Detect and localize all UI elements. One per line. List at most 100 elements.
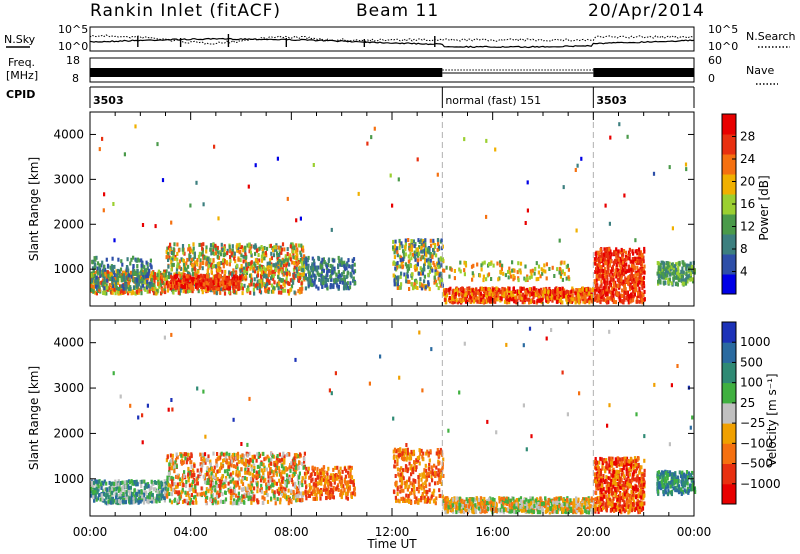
data-cell — [214, 279, 217, 284]
data-cell — [596, 263, 599, 268]
data-cell — [487, 272, 491, 277]
data-cell — [636, 251, 639, 256]
data-cell — [300, 281, 303, 286]
data-cell — [264, 250, 267, 255]
data-cell — [603, 257, 606, 262]
data-cell — [539, 274, 542, 279]
data-cell — [568, 298, 571, 303]
data-cell — [616, 278, 619, 282]
data-cell — [634, 238, 637, 243]
data-cell — [193, 266, 196, 271]
data-cell — [326, 273, 329, 278]
data-cell — [96, 261, 100, 266]
data-cell — [634, 249, 637, 254]
data-cell — [249, 261, 252, 266]
data-cell — [463, 272, 466, 277]
data-cell — [332, 283, 335, 287]
data-cell — [680, 274, 683, 279]
noise-panel — [89, 26, 695, 52]
data-cell — [605, 247, 608, 252]
data-cell — [347, 258, 350, 263]
data-cell — [286, 258, 289, 263]
y-tick-label: 3000 — [53, 172, 84, 186]
data-cell — [282, 263, 285, 268]
data-cell — [272, 248, 275, 253]
data-cell — [110, 482, 113, 487]
data-cell — [111, 499, 114, 504]
data-cell — [134, 124, 137, 129]
data-cell — [243, 245, 246, 250]
data-cell — [276, 156, 279, 161]
data-cell — [115, 482, 118, 487]
data-cell — [470, 264, 474, 269]
data-cell — [184, 281, 187, 286]
data-cell — [432, 248, 435, 252]
data-cell — [557, 294, 560, 299]
data-cell — [402, 249, 405, 254]
data-cell — [449, 286, 452, 291]
cpid-label: CPID — [6, 88, 35, 101]
data-cell — [554, 292, 557, 296]
data-cell — [181, 476, 184, 481]
data-cell — [201, 266, 204, 271]
data-cell — [207, 281, 210, 286]
data-cell — [451, 300, 454, 305]
data-cell — [622, 252, 625, 257]
data-cell — [603, 285, 606, 290]
data-cell — [135, 258, 138, 263]
data-cell — [530, 292, 533, 297]
data-cell — [418, 240, 421, 244]
data-cell — [638, 286, 641, 291]
data-cell — [398, 254, 402, 259]
data-cell — [138, 499, 141, 504]
data-cell — [157, 269, 160, 274]
data-cell — [521, 293, 524, 298]
data-cell — [600, 279, 603, 284]
data-cell — [432, 260, 435, 265]
data-cell — [145, 499, 149, 504]
data-cell — [494, 299, 497, 304]
data-cell — [190, 473, 193, 478]
data-cell — [204, 473, 207, 477]
data-cell — [219, 290, 222, 295]
data-cell — [295, 266, 298, 271]
data-cell — [119, 492, 122, 497]
nave-label: Nave — [746, 64, 774, 77]
data-cell — [136, 482, 139, 487]
data-cell — [343, 267, 346, 272]
data-cell — [345, 266, 348, 271]
data-cell — [293, 265, 296, 270]
data-cell — [176, 455, 179, 460]
data-cell — [321, 267, 324, 271]
data-cell — [103, 479, 106, 484]
data-cell — [143, 268, 147, 273]
data-cell — [153, 272, 156, 277]
data-cell — [629, 284, 632, 289]
data-cell — [460, 287, 463, 292]
data-cell — [427, 265, 430, 270]
data-cell — [92, 268, 95, 273]
data-cell — [198, 251, 201, 256]
data-cell — [599, 255, 602, 259]
data-cell — [466, 299, 469, 304]
data-cell — [620, 281, 624, 286]
data-cell — [595, 274, 598, 279]
data-cell — [606, 274, 609, 279]
data-cell — [111, 496, 114, 501]
data-cell — [499, 260, 502, 265]
data-cell — [107, 285, 110, 290]
data-cell — [195, 180, 198, 185]
data-cell — [164, 491, 167, 496]
data-cell — [289, 278, 292, 283]
data-cell — [611, 277, 614, 282]
data-cell — [508, 289, 511, 293]
data-cell — [254, 251, 257, 256]
data-cell — [512, 277, 515, 282]
data-cell — [295, 463, 298, 468]
data-cell — [684, 162, 688, 167]
data-cell — [411, 275, 414, 280]
data-cell — [615, 262, 618, 267]
data-cell — [471, 288, 474, 293]
data-cell — [342, 277, 345, 282]
data-cell — [685, 271, 688, 276]
